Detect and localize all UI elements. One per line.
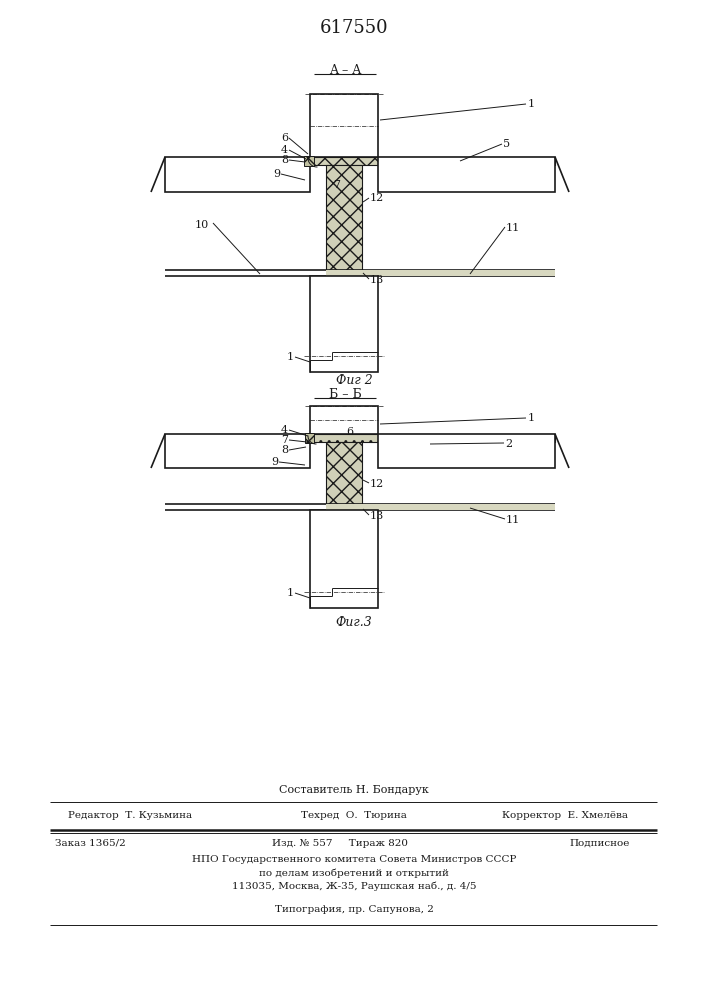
Text: НПО Государственного комитета Совета Министров СССР: НПО Государственного комитета Совета Мин… <box>192 856 516 864</box>
Text: 6: 6 <box>281 133 288 143</box>
Text: 1: 1 <box>528 413 535 423</box>
Text: 6: 6 <box>346 427 354 437</box>
Bar <box>326 165 362 270</box>
Text: Б – Б: Б – Б <box>329 387 361 400</box>
Bar <box>310 406 378 434</box>
Bar <box>378 157 555 192</box>
Text: 8: 8 <box>281 155 288 165</box>
Text: по делам изобретений и открытий: по делам изобретений и открытий <box>259 868 449 878</box>
Text: 7: 7 <box>281 435 288 445</box>
Bar <box>165 434 310 468</box>
Bar <box>378 434 555 468</box>
Text: 7: 7 <box>334 180 341 190</box>
Text: 13: 13 <box>370 275 384 285</box>
Bar <box>310 510 378 608</box>
Text: 10: 10 <box>195 220 209 230</box>
Bar <box>310 434 555 442</box>
Bar <box>305 433 314 443</box>
Bar <box>304 156 314 166</box>
Text: 5: 5 <box>503 139 510 149</box>
Text: 12: 12 <box>370 193 384 203</box>
Text: 8: 8 <box>281 445 288 455</box>
Text: Типография, пр. Сапунова, 2: Типография, пр. Сапунова, 2 <box>274 906 433 914</box>
Bar <box>165 157 310 192</box>
Text: 1: 1 <box>287 352 294 362</box>
Text: 113035, Москва, Ж-35, Раушская наб., д. 4/5: 113035, Москва, Ж-35, Раушская наб., д. … <box>232 881 477 891</box>
Text: 4: 4 <box>281 425 288 435</box>
Text: 4: 4 <box>281 145 288 155</box>
Text: A – A: A – A <box>329 64 361 77</box>
Bar <box>326 270 555 276</box>
Text: Заказ 1365/2: Заказ 1365/2 <box>54 838 125 848</box>
Bar <box>310 94 378 157</box>
Text: 617550: 617550 <box>320 19 388 37</box>
Text: 2: 2 <box>505 439 512 449</box>
Bar <box>310 276 378 372</box>
Text: Фиг 2: Фиг 2 <box>336 373 373 386</box>
Bar <box>326 504 555 510</box>
Text: 13: 13 <box>370 511 384 521</box>
Text: 11: 11 <box>506 223 520 233</box>
Text: 11: 11 <box>506 515 520 525</box>
Text: Фиг.3: Фиг.3 <box>336 615 373 629</box>
Text: Техред  О.  Тюрина: Техред О. Тюрина <box>301 812 407 820</box>
Text: 1: 1 <box>528 99 535 109</box>
Text: 9: 9 <box>271 457 278 467</box>
Text: 9: 9 <box>273 169 280 179</box>
Text: Изд. № 557     Тираж 820: Изд. № 557 Тираж 820 <box>272 838 408 848</box>
Text: 1: 1 <box>287 588 294 598</box>
Bar <box>326 442 362 504</box>
Text: Редактор  Т. Кузьмина: Редактор Т. Кузьмина <box>68 812 192 820</box>
Text: Подписное: Подписное <box>570 838 630 848</box>
Bar <box>310 157 555 165</box>
Text: 12: 12 <box>370 479 384 489</box>
Text: Корректор  Е. Хмелёва: Корректор Е. Хмелёва <box>502 812 628 820</box>
Text: Составитель Н. Бондарук: Составитель Н. Бондарук <box>279 785 429 795</box>
